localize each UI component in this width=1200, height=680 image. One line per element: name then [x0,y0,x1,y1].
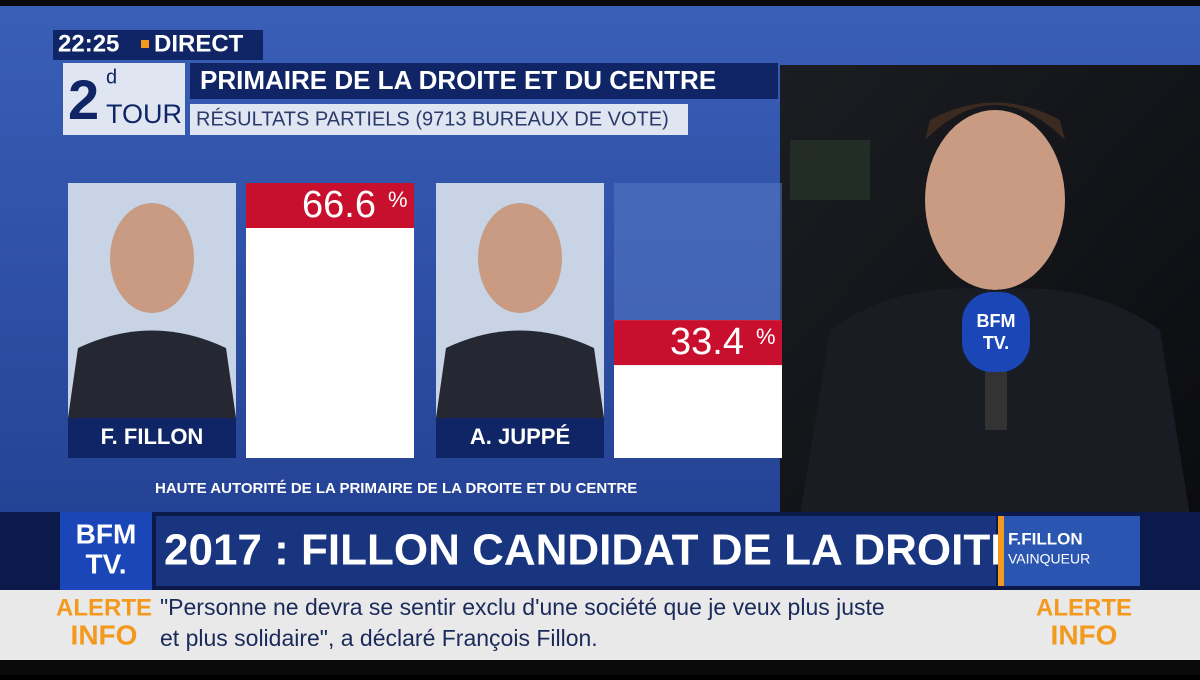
alert-label: INFO [71,619,138,650]
name-box [436,418,604,458]
side-tag: F.FILLON [1008,529,1083,548]
portrait-suit [436,330,604,418]
microphone-handle [985,360,1007,430]
microphone [962,292,1030,372]
live-status: DIRECT [154,30,244,57]
candidate-name: A. JUPPÉ [470,424,570,449]
mic-logo: BFM [977,311,1016,331]
logo: BFM [76,518,137,549]
title-box [190,63,778,99]
portrait-face [478,203,562,313]
ticker-text: et plus solidaire", a déclaré François F… [160,625,598,651]
alert-label: ALERTE [56,594,152,621]
alert-label: INFO [1051,619,1118,650]
value-box [614,320,782,366]
clock-time: 22:25 [58,30,119,57]
portrait-suit [68,330,236,418]
name-box [68,418,236,458]
headline: 2017 : FILLON CANDIDAT DE LA DROITE [164,526,1020,575]
side-tag-box [1004,516,1140,586]
round-word: TOUR [106,99,182,129]
round-box [63,63,185,135]
value-label: 66.6 [302,184,376,226]
value-box [246,183,414,228]
bottom-edge [0,660,1200,675]
value-unit: % [756,324,776,349]
reporter-face [925,110,1065,290]
clock-box [53,30,263,60]
round-number: 2 [68,68,99,131]
subtitle-box [190,104,688,135]
subtitle: RÉSULTATS PARTIELS (9713 BUREAUX DE VOTE… [196,107,669,130]
candidate-name: F. FILLON [101,424,204,449]
reporter-hair [925,102,1065,140]
top-edge [0,0,1200,6]
mic-logo: TV. [983,333,1009,353]
headline-box [156,516,996,586]
value-unit: % [388,187,408,212]
portrait-face [110,203,194,313]
bar [246,183,414,458]
round-suffix: d [106,66,117,88]
value-label: 33.4 [670,321,744,363]
source: HAUTE AUTORITÉ DE LA PRIMAIRE DE LA DROI… [155,480,637,497]
ticker-text: "Personne ne devra se sentir exclu d'une… [160,594,885,620]
side-tag: VAINQUEUR [1008,551,1090,567]
tag-divider [998,516,1004,586]
results: F. FILLON 66.6 % A. JUPPÉ 33.4% [68,183,782,458]
ticker-band [0,590,1200,660]
clock-dot [141,40,149,48]
title: PRIMAIRE DE LA DROITE ET DU CENTRE [200,65,716,95]
building [790,140,870,200]
alert-label: ALERTE [1036,594,1132,621]
logo-box [60,512,152,590]
logo: TV. [86,548,127,579]
